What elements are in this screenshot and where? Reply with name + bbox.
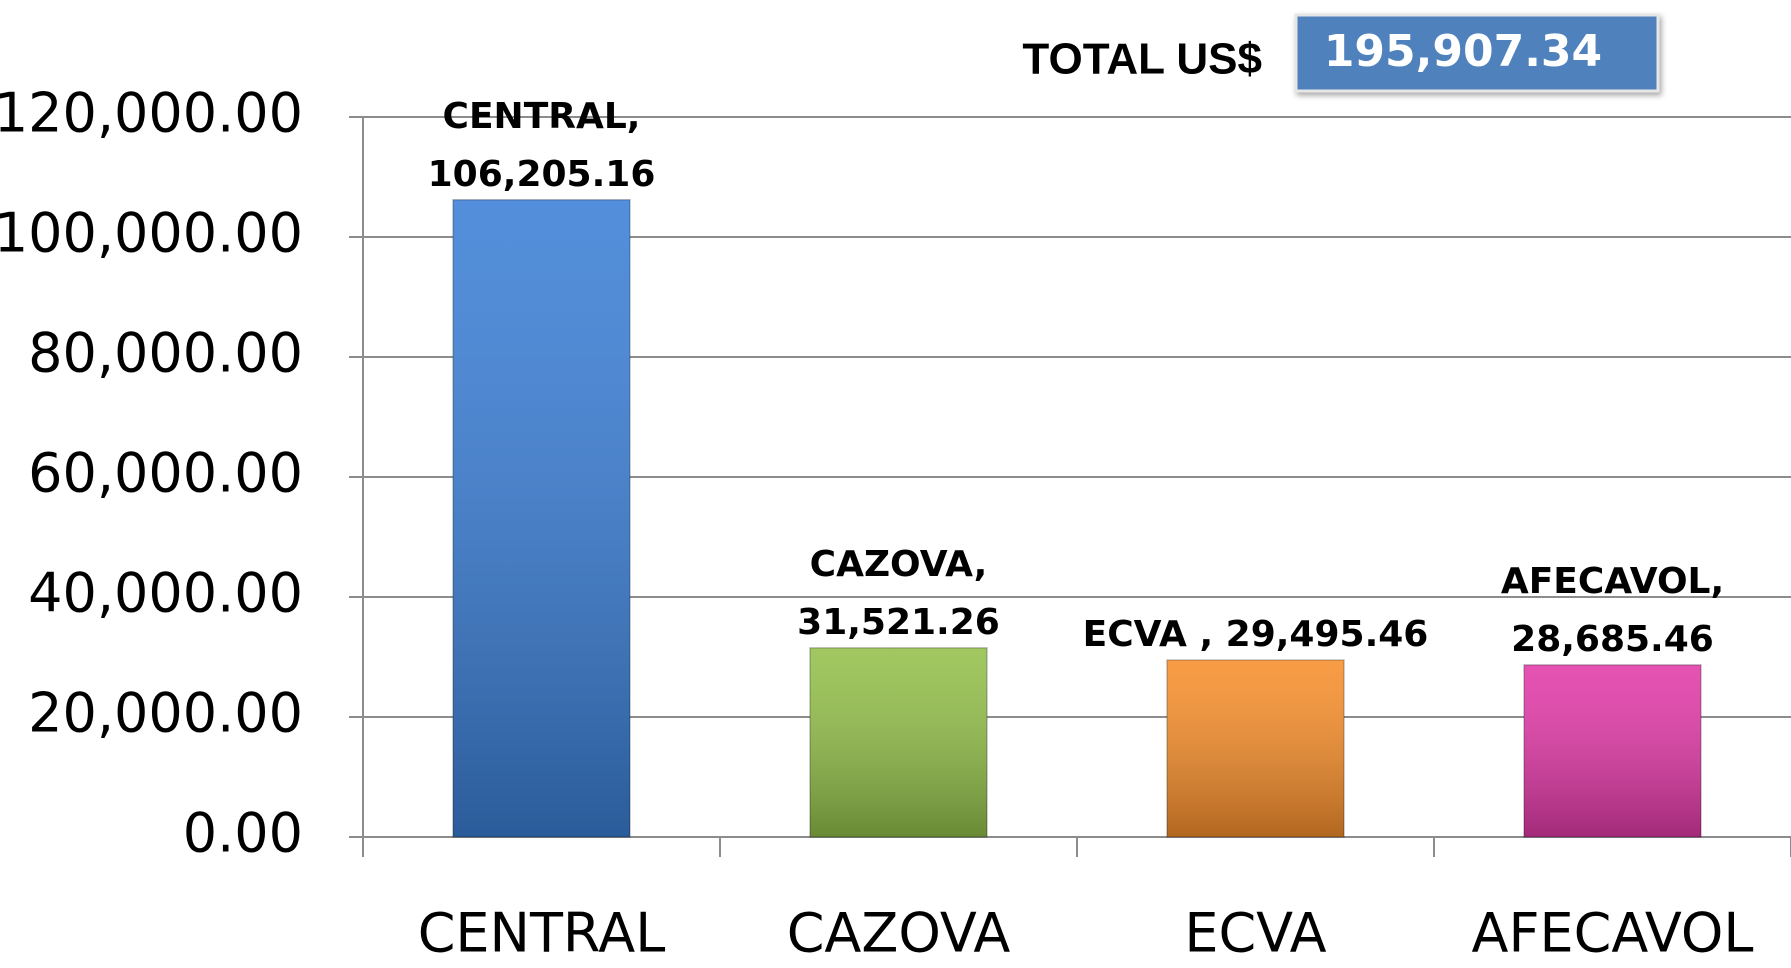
bar [1523, 664, 1702, 838]
data-label: CENTRAL, 106,205.16 [428, 96, 656, 195]
data-label: ECVA , 29,495.46 [1083, 614, 1429, 655]
y-tick-label: 100,000.00 [0, 202, 303, 265]
x-tick-label: CAZOVA [787, 902, 1011, 965]
y-tick-label: 40,000.00 [28, 562, 303, 625]
y-tick-label: 0.00 [183, 802, 303, 865]
y-tick-label: 80,000.00 [28, 322, 303, 385]
total-label: TOTAL US$ [1022, 35, 1262, 84]
x-tick-label: CENTRAL [418, 902, 666, 965]
total-box [1294, 13, 1660, 93]
bar [452, 199, 631, 838]
total-value: 195,907.34 [1324, 26, 1602, 77]
y-tick-label: 60,000.00 [28, 442, 303, 505]
x-tick-label: AFECAVOL [1472, 902, 1754, 965]
data-label: CAZOVA, 31,521.26 [797, 544, 1000, 643]
y-tick-label: 20,000.00 [28, 682, 303, 745]
x-tick-label: ECVA [1184, 902, 1326, 965]
y-tick-label: 120,000.00 [0, 82, 303, 145]
data-label: AFECAVOL, 28,685.46 [1501, 561, 1724, 660]
bar [1166, 659, 1345, 838]
bar [809, 647, 988, 838]
